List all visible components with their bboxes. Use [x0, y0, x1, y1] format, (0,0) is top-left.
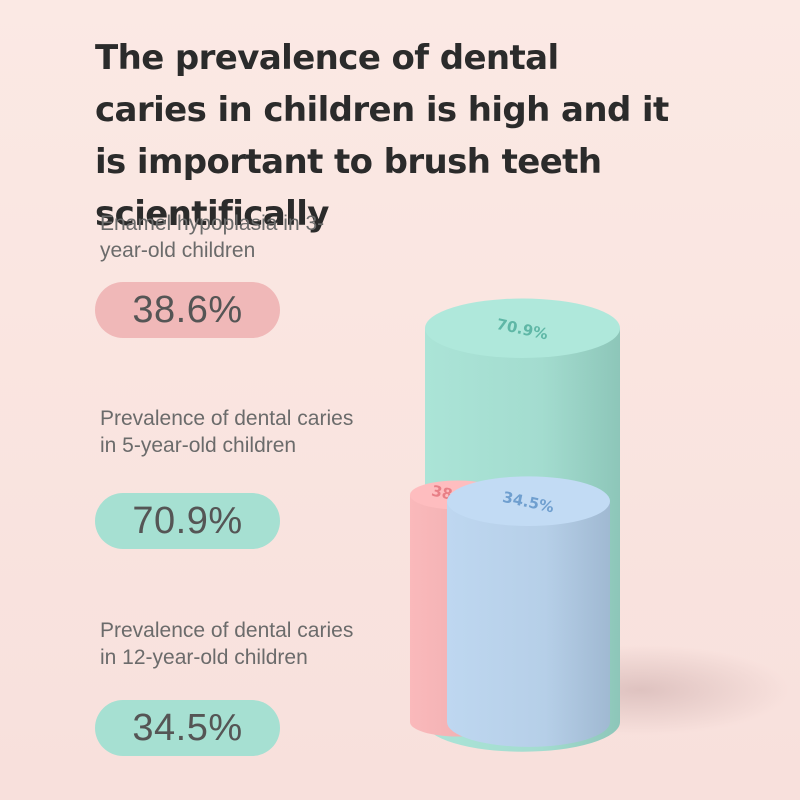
stat-value-pill: 70.9% [95, 493, 280, 549]
stat-label: Prevalence of dental caries in 5-year-ol… [100, 407, 354, 457]
bar-top [425, 298, 620, 358]
stat-label: Enamel hypoplasia in 3-year-old children [100, 212, 325, 262]
stat-label: Prevalence of dental caries in 12-year-o… [100, 619, 354, 669]
stat-caries-12-year: Prevalence of dental caries in 12-year-o… [100, 617, 360, 671]
bar-top [447, 476, 610, 527]
page-title: The prevalence of dental caries in child… [95, 38, 669, 234]
bar-2: 34.5% [447, 476, 610, 747]
stat-enamel-hypoplasia: Enamel hypoplasia in 3-year-old children [100, 210, 360, 264]
stat-caries-5-year: Prevalence of dental caries in 5-year-ol… [100, 405, 360, 459]
bar-body [447, 501, 610, 747]
stat-value-pill: 38.6% [95, 282, 280, 338]
stat-value-pill: 34.5% [95, 700, 280, 756]
